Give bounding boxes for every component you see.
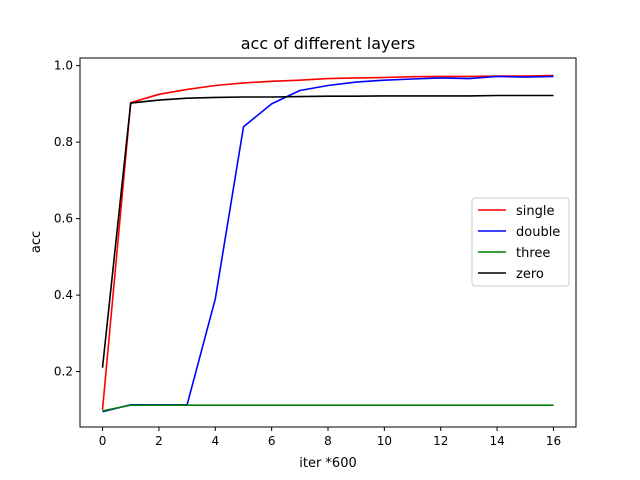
y-tick-label: 0.6 bbox=[54, 212, 73, 226]
x-axis-label: iter *600 bbox=[299, 456, 357, 471]
x-tick-label: 16 bbox=[546, 434, 561, 448]
y-tick-label: 1.0 bbox=[54, 59, 73, 73]
series-line-zero bbox=[101, 94, 554, 368]
x-tick-label: 8 bbox=[324, 434, 332, 448]
x-tick-label: 6 bbox=[268, 434, 276, 448]
x-tick-label: 4 bbox=[211, 434, 219, 448]
y-tick-label: 0.2 bbox=[54, 365, 73, 379]
x-tick-label: 12 bbox=[433, 434, 448, 448]
legend-box bbox=[471, 197, 570, 287]
legend: single double three zero bbox=[471, 197, 570, 287]
y-tick-label: 0.4 bbox=[54, 288, 73, 302]
x-tick-label: 10 bbox=[377, 434, 392, 448]
series-line-three bbox=[102, 404, 554, 412]
legend-label-single: single bbox=[516, 204, 555, 219]
y-axis-ticks: 0.2 0.4 0.6 0.8 1.0 bbox=[54, 59, 80, 379]
y-axis-label: acc bbox=[29, 231, 44, 253]
x-tick-label: 2 bbox=[155, 434, 163, 448]
series-line-single bbox=[101, 74, 554, 410]
legend-label-double: double bbox=[516, 225, 560, 240]
y-tick-label: 0.8 bbox=[54, 135, 73, 149]
x-tick-label: 14 bbox=[489, 434, 504, 448]
legend-label-three: three bbox=[516, 246, 550, 261]
legend-label-zero: zero bbox=[516, 267, 544, 282]
x-axis-ticks: 0 2 4 6 8 10 12 14 16 bbox=[99, 427, 561, 448]
x-tick-label: 0 bbox=[99, 434, 107, 448]
plot-lines bbox=[101, 74, 554, 413]
chart-title: acc of different layers bbox=[241, 34, 416, 53]
